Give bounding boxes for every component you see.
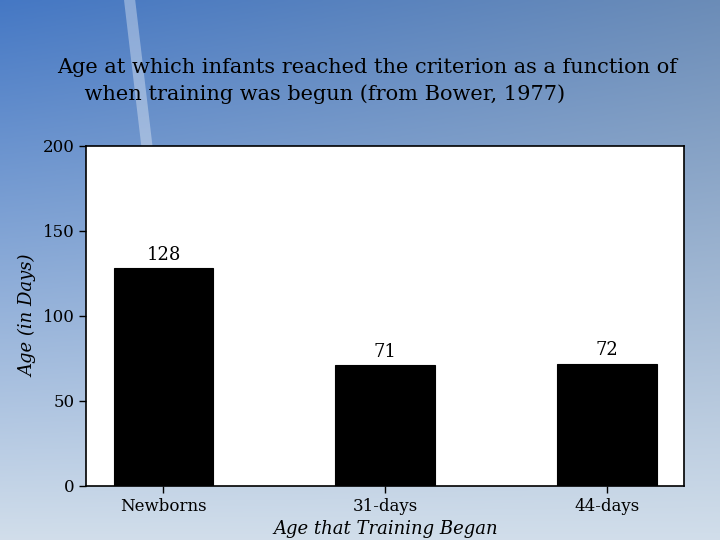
Bar: [336, 365, 435, 486]
Text: Age at which infants reached the criterion as a function of: Age at which infants reached the criteri…: [58, 58, 678, 77]
Text: 72: 72: [595, 341, 618, 359]
X-axis label: Age that Training Began: Age that Training Began: [273, 521, 498, 538]
Text: 71: 71: [374, 343, 397, 361]
Bar: [557, 363, 657, 486]
Text: when training was begun (from Bower, 1977): when training was begun (from Bower, 197…: [58, 85, 564, 104]
Bar: [114, 268, 213, 486]
Y-axis label: Age (in Days): Age (in Days): [19, 255, 37, 377]
Text: 128: 128: [146, 246, 181, 264]
